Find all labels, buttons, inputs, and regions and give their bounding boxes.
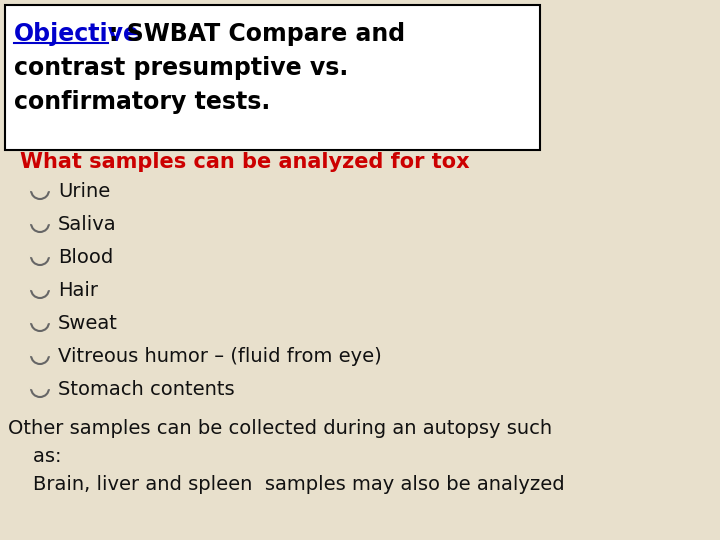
Text: Vitreous humor – (fluid from eye): Vitreous humor – (fluid from eye) [58,347,382,366]
Text: Objective: Objective [14,22,140,46]
Bar [30,311,50,322]
Bar [30,377,50,388]
Bar [30,179,50,190]
Text: Blood: Blood [58,248,113,267]
Text: Saliva: Saliva [58,215,117,234]
Bar [30,212,50,223]
Text: as:: as: [8,447,61,466]
Text: What samples can be analyzed for tox: What samples can be analyzed for tox [20,152,469,172]
Text: Urine: Urine [58,182,110,201]
Text: Brain, liver and spleen  samples may also be analyzed: Brain, liver and spleen samples may also… [8,475,564,494]
Bar [30,344,50,355]
Text: Other samples can be collected during an autopsy such: Other samples can be collected during an… [8,419,552,438]
Text: Sweat: Sweat [58,314,118,333]
Text: : SWBAT Compare and: : SWBAT Compare and [109,22,405,46]
Text: Hair: Hair [58,281,98,300]
FancyBboxPatch shape [5,5,540,150]
Text: Stomach contents: Stomach contents [58,380,235,399]
Bar [30,278,50,289]
Text: confirmatory tests.: confirmatory tests. [14,90,270,114]
Bar [30,245,50,256]
Text: contrast presumptive vs.: contrast presumptive vs. [14,56,348,80]
